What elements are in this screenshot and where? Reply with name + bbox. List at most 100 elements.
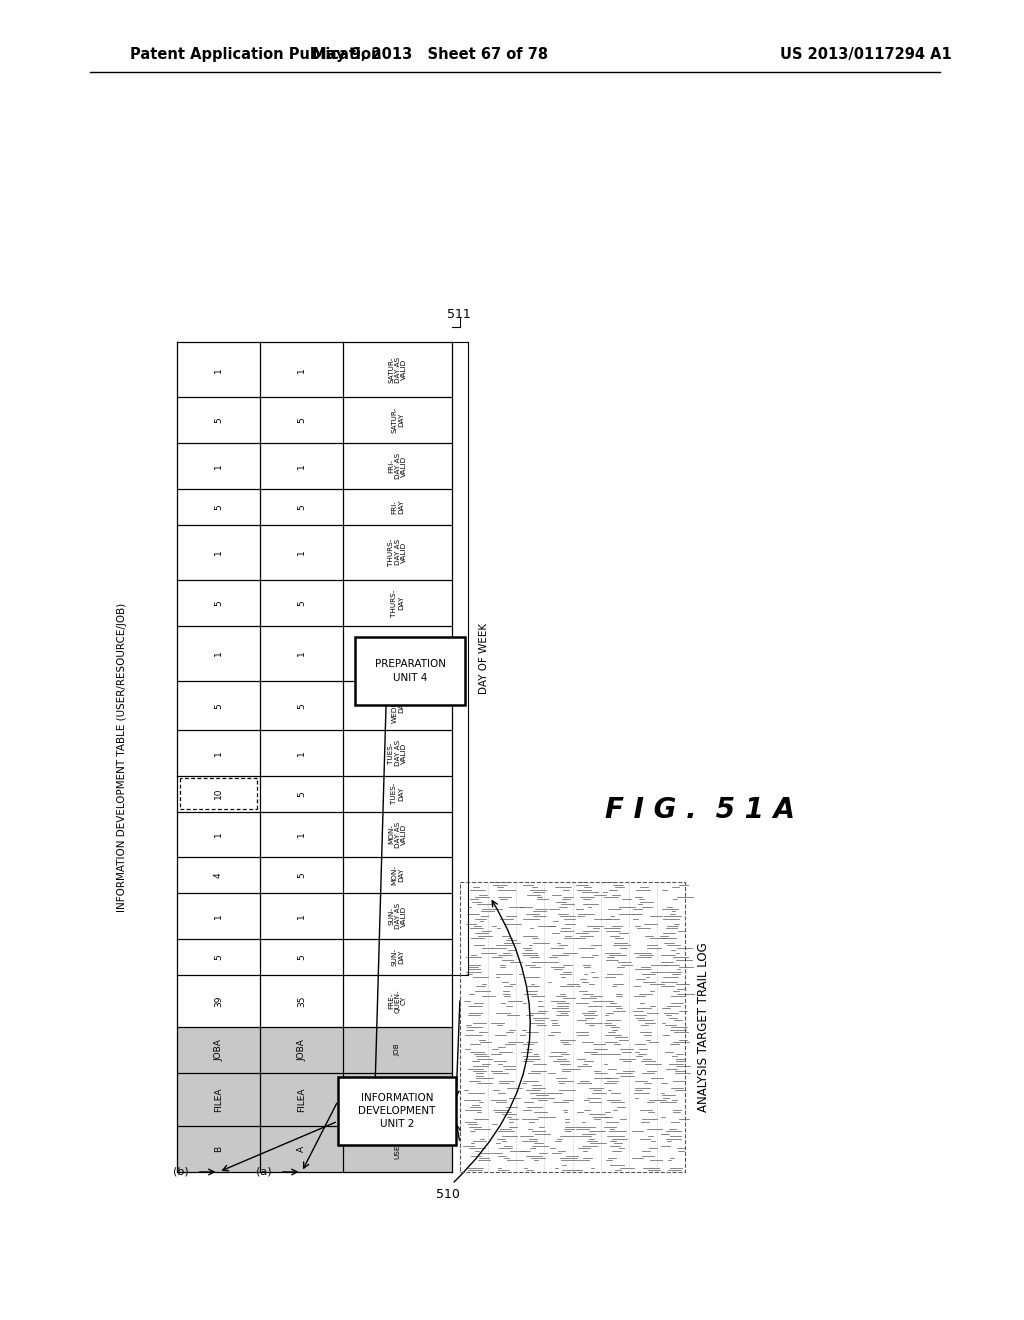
Polygon shape: [343, 444, 452, 488]
Polygon shape: [177, 444, 260, 488]
Polygon shape: [260, 857, 343, 894]
Polygon shape: [177, 681, 260, 730]
Polygon shape: [177, 730, 260, 776]
Text: 5: 5: [214, 954, 223, 960]
Polygon shape: [260, 1126, 343, 1172]
Polygon shape: [260, 776, 343, 812]
Polygon shape: [260, 939, 343, 974]
Text: B: B: [214, 1146, 223, 1152]
Text: 1: 1: [214, 549, 223, 556]
Text: 1: 1: [214, 651, 223, 656]
Polygon shape: [260, 812, 343, 857]
Text: MON-
DAY: MON- DAY: [391, 865, 403, 886]
Polygon shape: [343, 857, 452, 894]
Text: 39: 39: [214, 995, 223, 1007]
Polygon shape: [260, 488, 343, 524]
Text: 1: 1: [214, 367, 223, 372]
Text: 5: 5: [214, 702, 223, 709]
Polygon shape: [260, 730, 343, 776]
Text: F I G .  5 1 A: F I G . 5 1 A: [605, 796, 795, 824]
Polygon shape: [177, 1027, 260, 1073]
Text: US 2013/0117294 A1: US 2013/0117294 A1: [780, 48, 951, 62]
Polygon shape: [343, 681, 452, 730]
Text: 1: 1: [297, 750, 306, 756]
Polygon shape: [343, 626, 452, 681]
Text: 1: 1: [214, 463, 223, 469]
Text: SATUR-
DAY AS
VALID: SATUR- DAY AS VALID: [388, 356, 408, 383]
Text: USER: USER: [394, 1139, 400, 1159]
Text: (b): (b): [173, 1167, 188, 1177]
Text: FRI-
DAY AS
VALID: FRI- DAY AS VALID: [388, 453, 408, 479]
Polygon shape: [177, 397, 260, 444]
Polygon shape: [177, 1073, 260, 1126]
Text: 10: 10: [214, 788, 223, 800]
Text: FRI-
DAY: FRI- DAY: [391, 499, 403, 513]
Text: 5: 5: [297, 504, 306, 510]
Text: MON-
DAY AS
VALID: MON- DAY AS VALID: [388, 821, 408, 847]
Text: FILEA: FILEA: [214, 1088, 223, 1111]
Polygon shape: [260, 974, 343, 1027]
Polygon shape: [260, 626, 343, 681]
Text: 35: 35: [297, 995, 306, 1007]
Text: Patent Application Publication: Patent Application Publication: [130, 48, 382, 62]
Text: DAY OF WEEK: DAY OF WEEK: [478, 623, 488, 694]
Text: 4: 4: [214, 873, 223, 878]
Polygon shape: [343, 974, 452, 1027]
Text: May 9, 2013   Sheet 67 of 78: May 9, 2013 Sheet 67 of 78: [312, 48, 548, 62]
Text: 5: 5: [297, 791, 306, 796]
Text: JOBA: JOBA: [214, 1039, 223, 1061]
Polygon shape: [177, 974, 260, 1027]
Polygon shape: [177, 812, 260, 857]
Text: JOB: JOB: [394, 1043, 400, 1056]
Polygon shape: [177, 1126, 260, 1172]
Text: 5: 5: [297, 601, 306, 606]
Text: INFORMATION
DEVELOPMENT
UNIT 2: INFORMATION DEVELOPMENT UNIT 2: [358, 1093, 435, 1129]
Polygon shape: [343, 812, 452, 857]
Text: 5: 5: [297, 702, 306, 709]
Polygon shape: [260, 1073, 343, 1126]
Text: A: A: [297, 1146, 306, 1152]
Polygon shape: [343, 342, 452, 397]
Polygon shape: [177, 488, 260, 524]
Polygon shape: [177, 524, 260, 579]
Polygon shape: [343, 524, 452, 579]
Bar: [460, 882, 685, 1172]
Text: 5: 5: [297, 417, 306, 424]
Polygon shape: [260, 579, 343, 626]
Text: 5: 5: [214, 504, 223, 510]
Polygon shape: [343, 488, 452, 524]
Text: 1: 1: [214, 832, 223, 837]
Text: 1: 1: [297, 463, 306, 469]
Text: WEDNES-
DAY AS
VALID: WEDNES- DAY AS VALID: [388, 636, 408, 671]
Polygon shape: [260, 894, 343, 939]
Polygon shape: [343, 1027, 452, 1073]
Polygon shape: [177, 857, 260, 894]
Text: (a): (a): [256, 1167, 271, 1177]
Polygon shape: [343, 397, 452, 444]
Text: 5: 5: [214, 601, 223, 606]
Text: TUES-
DAY AS
VALID: TUES- DAY AS VALID: [388, 739, 408, 766]
Text: JOBA: JOBA: [297, 1039, 306, 1061]
Text: 1: 1: [297, 913, 306, 919]
Polygon shape: [177, 342, 260, 397]
Polygon shape: [177, 626, 260, 681]
Polygon shape: [343, 1073, 452, 1126]
Text: SUN-
DAY AS
VALID: SUN- DAY AS VALID: [388, 903, 408, 929]
Text: 1: 1: [297, 367, 306, 372]
Polygon shape: [260, 681, 343, 730]
Text: 1: 1: [214, 750, 223, 756]
Text: 1: 1: [297, 651, 306, 656]
Polygon shape: [343, 1126, 452, 1172]
Text: 1: 1: [297, 549, 306, 556]
Polygon shape: [260, 444, 343, 488]
Text: 1: 1: [297, 832, 306, 837]
Polygon shape: [177, 776, 260, 812]
Bar: [355, 638, 465, 705]
Text: RE-
SOURCE: RE- SOURCE: [391, 1085, 403, 1114]
Text: PREPARATION
UNIT 4: PREPARATION UNIT 4: [375, 660, 445, 682]
Polygon shape: [260, 1027, 343, 1073]
Polygon shape: [260, 397, 343, 444]
Polygon shape: [177, 579, 260, 626]
Polygon shape: [343, 939, 452, 974]
Text: 1: 1: [214, 913, 223, 919]
